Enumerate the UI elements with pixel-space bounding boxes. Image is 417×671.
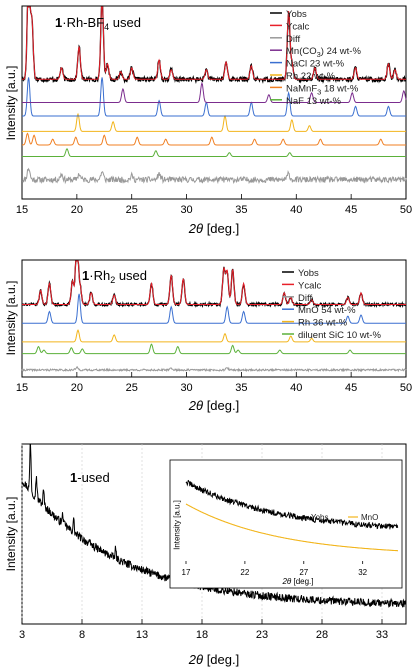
legend-entry: NaF 13 wt-%	[286, 96, 341, 107]
series-diff-line	[21, 167, 407, 185]
x-tick-label: 45	[345, 204, 357, 216]
x-tick-label: 25	[126, 204, 138, 216]
x-tick-label: 27	[299, 568, 308, 577]
inset-chart: 17 22 27 32 Yobs MnO Intensity [a.u.] 2θ [de…	[169, 459, 403, 589]
inset-legend: Yobs MnO	[298, 513, 378, 522]
panel-3-x-label: 2θ [deg.]	[188, 652, 239, 667]
legend-entry: Mn(CO3) 24 wt-%	[286, 46, 361, 59]
series-ycalc-line	[22, 260, 406, 306]
x-tick-label: 13	[136, 629, 148, 641]
panel-2-frame	[21, 259, 407, 378]
x-tick-label: 50	[400, 382, 412, 394]
series-rh-line	[22, 329, 406, 343]
series-mno-line	[22, 293, 406, 324]
panel-3: 1-used 3 8 13 18 23 28 33 Intensity [a.u.] 2θ …	[4, 443, 407, 667]
x-tick-label: 40	[290, 382, 302, 394]
x-tick-label: 15	[16, 204, 28, 216]
x-tick-label: 30	[180, 204, 192, 216]
series-diff-line	[21, 366, 407, 373]
x-tick-label: 35	[235, 204, 247, 216]
legend-entry: Diff	[298, 293, 312, 304]
x-tick-label: 30	[180, 382, 192, 394]
x-tick-label: 15	[16, 382, 28, 394]
panel-2-x-ticks: 15 20 25 30 35 40 45 50	[16, 372, 412, 394]
legend-entry: NaMnF3 18 wt-%	[286, 83, 359, 96]
legend-entry: MnO 54 wt-%	[298, 305, 356, 316]
x-tick-label: 18	[196, 629, 208, 641]
panel-1-plot	[21, 6, 407, 185]
x-tick-label: 20	[71, 382, 83, 394]
x-tick-label: 20	[71, 204, 83, 216]
inset-x-label: 2θ [deg.]	[281, 577, 313, 586]
series-yobs-line	[21, 444, 407, 608]
series-nacl-line	[22, 77, 406, 117]
legend-entry: Yobs	[286, 9, 307, 20]
legend-entry: Yobs	[298, 268, 319, 279]
panel-3-plot	[21, 444, 407, 608]
x-tick-label: 40	[290, 204, 302, 216]
x-tick-label: 23	[256, 629, 268, 641]
inset-series-mno-line	[185, 503, 398, 552]
series-mn-co3--line	[22, 81, 407, 103]
panel-2-y-label: Intensity [a.u.]	[4, 281, 18, 356]
legend-entry: Rh 36 wt-%	[298, 318, 348, 329]
panel-1-x-label: 2θ [deg.]	[188, 221, 239, 236]
x-tick-label: 32	[358, 568, 367, 577]
panel-2-plot	[21, 260, 407, 373]
legend-entry: Diff	[286, 34, 300, 45]
inset-plot	[185, 479, 399, 552]
series-naf-line	[22, 147, 406, 157]
inset-legend-entry: Yobs	[311, 513, 329, 522]
x-tick-label: 45	[345, 382, 357, 394]
inset-y-label: Intensity [a.u.]	[173, 500, 182, 550]
inset-series-yobs-line	[185, 479, 399, 530]
x-tick-label: 22	[240, 568, 249, 577]
x-tick-label: 17	[182, 568, 191, 577]
x-tick-label: 35	[235, 382, 247, 394]
panel-3-title: 1-used	[70, 470, 110, 485]
x-tick-label: 8	[79, 629, 85, 641]
series-ycalc-line	[22, 6, 406, 80]
inset-x-ticks: 17 22 27 32	[182, 561, 368, 577]
x-tick-label: 25	[126, 382, 138, 394]
inset-frame	[169, 459, 403, 589]
panel-1-title: 1·Rh-BF4 used	[55, 15, 141, 32]
inset-legend-entry: MnO	[361, 513, 378, 522]
legend-entry: Ycalc	[298, 280, 321, 291]
legend-entry: Rh 22 wt-%	[286, 71, 336, 82]
panel-2-title: 1·Rh2 used	[82, 268, 147, 285]
x-tick-label: 3	[19, 629, 25, 641]
series-namnf3-line	[21, 132, 406, 146]
x-tick-label: 33	[376, 629, 388, 641]
panel-1-x-ticks: 15 20 25 30 35 40 45 50	[16, 194, 412, 216]
series-sic-line	[22, 343, 406, 355]
legend-entry: NaCl 23 wt-%	[286, 59, 345, 70]
panel-2-x-label: 2θ [deg.]	[188, 398, 239, 413]
series-rh-line	[22, 112, 406, 132]
x-tick-label: 50	[400, 204, 412, 216]
panel-3-y-label: Intensity [a.u.]	[4, 497, 18, 572]
x-tick-label: 28	[316, 629, 328, 641]
panel-3-x-ticks: 3 8 13 18 23 28 33	[19, 619, 388, 641]
panel-1-y-label: Intensity [a.u.]	[4, 66, 18, 141]
legend-entry: diluent SiC 10 wt-%	[298, 330, 381, 341]
legend-entry: Ycalc	[286, 21, 309, 32]
